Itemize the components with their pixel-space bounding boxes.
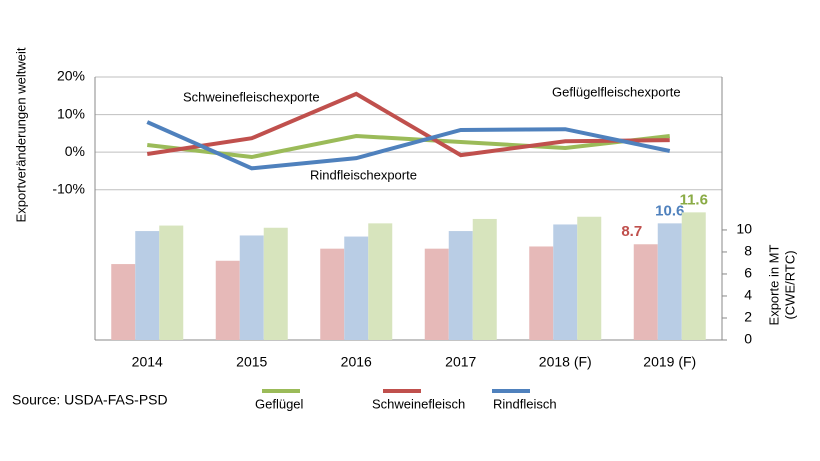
bar bbox=[529, 246, 554, 340]
bar bbox=[577, 216, 602, 340]
y-tick-label: 10% bbox=[57, 105, 85, 121]
bar bbox=[368, 223, 393, 340]
y2-tick-label: 2 bbox=[744, 309, 752, 325]
bar bbox=[424, 248, 449, 340]
y2-tick-label: 10 bbox=[736, 221, 752, 237]
y2-tick-label: 8 bbox=[744, 243, 752, 259]
legend-label: Schweinefleisch bbox=[372, 396, 465, 411]
value-label: 8.7 bbox=[621, 223, 642, 240]
y2-tick-label: 0 bbox=[744, 331, 752, 347]
y2-axis-label: (CWE/RTC) bbox=[782, 250, 797, 319]
x-tick-label: 2015 bbox=[236, 354, 267, 370]
line bbox=[147, 133, 670, 160]
bar bbox=[681, 212, 706, 340]
value-label: 10.6 bbox=[655, 202, 684, 219]
bar bbox=[215, 260, 240, 340]
y-tick-label: 0% bbox=[65, 143, 85, 159]
source: Source: USDA-FAS-PSD bbox=[12, 392, 168, 408]
annotation: Schweinefleischexporte bbox=[183, 89, 320, 104]
annotation: Geflügelfleischexporte bbox=[552, 84, 681, 99]
value-label: 11.6 bbox=[680, 191, 708, 208]
y-axis-label: Exportveränderungen weltweit bbox=[13, 47, 28, 222]
annotation: Rindfleischexporte bbox=[310, 167, 417, 182]
bar bbox=[448, 231, 473, 340]
bar bbox=[135, 231, 160, 340]
y-tick-label: -10% bbox=[52, 180, 85, 196]
y2-axis-label: Exporte in MT bbox=[766, 244, 781, 325]
y-tick-label: 20% bbox=[57, 68, 85, 84]
bar bbox=[472, 218, 497, 340]
legend-label: Rindfleisch bbox=[493, 396, 557, 411]
bar bbox=[633, 244, 658, 340]
x-tick-label: 2018 (F) bbox=[539, 354, 592, 370]
legend-label: Geflügel bbox=[255, 396, 304, 411]
y2-tick-label: 4 bbox=[744, 287, 752, 303]
line bbox=[146, 120, 671, 171]
bar bbox=[239, 235, 264, 340]
x-tick-label: 2019 (F) bbox=[643, 354, 696, 370]
x-tick-label: 2016 bbox=[341, 354, 372, 370]
bar bbox=[553, 224, 578, 340]
bar bbox=[111, 264, 136, 340]
y2-tick-label: 6 bbox=[744, 265, 752, 281]
x-tick-label: 2017 bbox=[445, 354, 476, 370]
bar bbox=[159, 225, 184, 340]
bar bbox=[263, 227, 288, 340]
bar bbox=[344, 236, 369, 340]
bar bbox=[657, 223, 682, 340]
bar bbox=[320, 248, 345, 340]
line bbox=[146, 91, 670, 158]
x-tick-label: 2014 bbox=[132, 354, 163, 370]
